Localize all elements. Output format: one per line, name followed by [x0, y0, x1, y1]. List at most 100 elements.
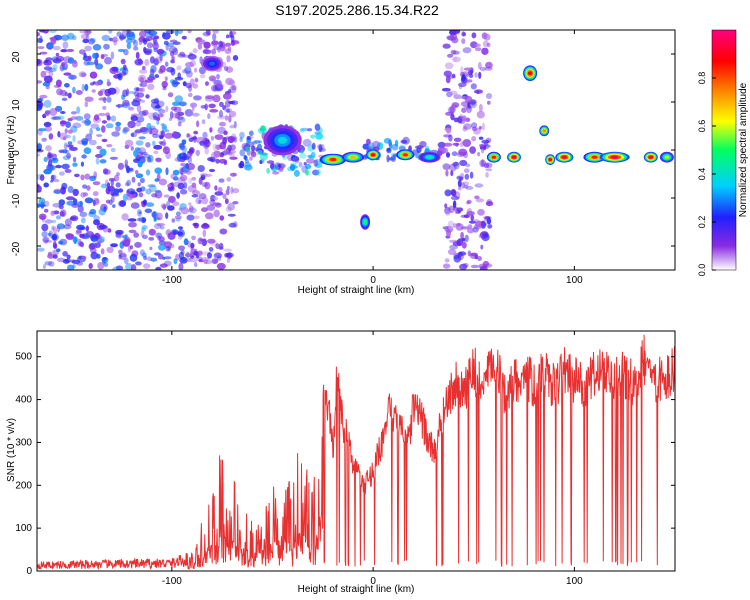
heatmap-speckle: [452, 200, 457, 209]
heatmap-speckle: [444, 209, 451, 217]
heatmap-speckle: [178, 262, 184, 270]
heatmap-speckle: [156, 212, 163, 221]
heatmap-speckle: [51, 233, 59, 242]
heatmap-speckle: [92, 197, 100, 206]
heatmap-speckle: [314, 123, 321, 131]
heatmap-speckle: [150, 65, 157, 73]
heatmap-speckle: [145, 94, 150, 99]
heatmap-speckle: [60, 49, 67, 53]
heatmap-speckle: [278, 166, 284, 172]
heatmap-speckle: [106, 96, 112, 103]
heatmap-speckle: [38, 102, 44, 108]
heatmap-speckle: [87, 38, 95, 45]
heatmap-speckle: [142, 65, 146, 71]
heatmap-speckle: [78, 71, 87, 78]
heatmap-speckle: [466, 105, 472, 114]
heatmap-speckle: [456, 207, 464, 212]
heatmap-speckle: [162, 32, 171, 40]
heatmap-speckle: [70, 111, 77, 115]
heatmap-speckle: [117, 104, 121, 109]
heatmap-speckle: [161, 80, 168, 88]
heatmap-speckle: [482, 122, 485, 131]
heatmap-speckle: [78, 241, 84, 247]
heatmap-speckle: [70, 74, 74, 80]
heatmap-speckle: [217, 186, 223, 193]
heatmap-speckle: [457, 186, 462, 191]
heatmap-speckle: [266, 167, 270, 174]
heatmap-speckle: [225, 77, 234, 86]
heatmap-speckle: [450, 113, 455, 121]
heatmap-speckle: [64, 149, 70, 155]
heatmap-speckle: [140, 230, 145, 237]
heatmap-speckle: [305, 169, 309, 176]
heatmap-speckle: [451, 151, 458, 157]
heatmap-speckle: [467, 79, 473, 83]
heatmap-speckle: [290, 164, 296, 172]
heatmap-speckle: [444, 225, 454, 233]
heatmap-speckle: [171, 56, 175, 61]
heatmap-speckle: [122, 127, 130, 133]
heatmap-speckle: [481, 139, 490, 144]
heatmap-speckle: [55, 215, 62, 220]
heatmap-speckle: [259, 160, 263, 165]
heatmap-speckle: [198, 193, 207, 200]
heatmap-speckle: [100, 53, 109, 57]
heatmap-speckle: [464, 234, 469, 243]
heatmap-speckle: [50, 210, 55, 216]
heatmap-speckle: [72, 236, 78, 243]
colorbar-tick-label: 0.4: [697, 168, 707, 181]
heatmap-speckle: [156, 48, 165, 55]
heatmap-speckle: [113, 39, 118, 46]
heatmap-speckle: [437, 141, 446, 148]
heatmap-feature: [402, 153, 408, 157]
heatmap-speckle: [138, 211, 142, 215]
heatmap-speckle: [92, 199, 96, 207]
heatmap-speckle: [77, 201, 83, 207]
heatmap-speckle: [61, 97, 68, 102]
heatmap-speckle: [222, 193, 227, 200]
heatmap-speckle: [162, 139, 166, 147]
heatmap-speckle: [106, 115, 111, 121]
heatmap-speckle: [204, 147, 209, 155]
heatmap-speckle: [192, 112, 200, 117]
heatmap-speckle: [199, 74, 206, 79]
heatmap-speckle: [162, 86, 167, 91]
heatmap-speckle: [110, 51, 115, 60]
heatmap-speckle: [203, 173, 213, 177]
heatmap-speckle: [127, 123, 132, 128]
heatmap-speckle: [62, 251, 68, 257]
heatmap-speckle: [165, 129, 170, 133]
heatmap-speckle: [452, 189, 457, 197]
heatmap-speckle: [161, 125, 168, 133]
heatmap-feature: [664, 155, 670, 159]
heatmap-speckle: [447, 220, 455, 229]
heatmap-speckle: [186, 214, 195, 221]
heatmap-speckle: [469, 146, 476, 154]
heatmap-speckle: [118, 254, 122, 260]
heatmap-speckle: [458, 148, 468, 156]
heatmap-speckle: [366, 138, 371, 146]
heatmap-speckle: [471, 126, 478, 132]
heatmap-speckle: [44, 219, 53, 224]
heatmap-speckle: [214, 134, 224, 141]
heatmap-speckle: [477, 152, 481, 157]
heatmap-speckle: [207, 157, 215, 162]
heatmap-speckle: [478, 103, 483, 112]
heatmap-speckle: [83, 53, 87, 58]
heatmap-speckle: [135, 51, 140, 60]
heatmap-speckle: [305, 163, 312, 170]
heatmap-speckle: [51, 225, 55, 231]
heatmap-speckle: [391, 143, 399, 151]
heatmap-speckle: [269, 163, 275, 170]
heatmap-speckle: [223, 148, 229, 154]
heatmap-speckle: [187, 156, 192, 164]
heatmap-speckle: [213, 150, 221, 158]
heatmap-speckle: [55, 52, 60, 57]
heatmap-speckle: [48, 230, 54, 239]
heatmap-speckle: [59, 132, 68, 141]
heatmap-speckle: [178, 245, 185, 251]
x-tick-label: -100: [162, 576, 182, 587]
heatmap-speckle: [170, 106, 178, 111]
heatmap-speckle: [451, 36, 459, 44]
heatmap-speckle: [152, 42, 159, 50]
